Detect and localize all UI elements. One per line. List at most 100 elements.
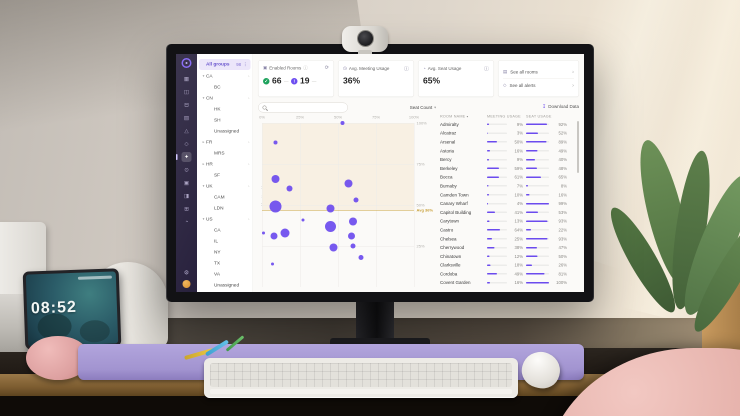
tree-item-va[interactable]: VA [214, 271, 220, 278]
settings-gear-icon[interactable]: ⚙ [183, 269, 190, 276]
nav-rooms-icon[interactable]: ◫ [183, 89, 190, 95]
col-seat-usage[interactable]: SEAT USAGE [526, 113, 552, 119]
table-row[interactable]: Alcatraz 3% 52% [440, 130, 567, 136]
nav-people-icon[interactable]: ◨ [183, 193, 190, 199]
room-search[interactable] [258, 102, 348, 113]
room-bubble[interactable] [358, 254, 364, 260]
keyboard-spacebar-row [210, 389, 512, 394]
table-row[interactable]: Covent Garden 16% 100% [440, 280, 567, 286]
sync-logo-icon[interactable] [181, 58, 192, 68]
x-tick-label: 100% [408, 115, 420, 120]
table-row[interactable]: Canary Wharf 4% 99% [440, 201, 567, 207]
table-row[interactable]: Cordoba 49% 81% [440, 271, 567, 277]
nav-updates-icon[interactable]: △ [184, 128, 189, 134]
x-tick-label: 75% [371, 115, 381, 120]
tree-item-unassigned[interactable]: Unassigned [214, 282, 240, 289]
table-scrollbar[interactable] [577, 121, 579, 173]
tree-item-uk[interactable]: ▾ UK › [202, 183, 250, 190]
tree-item-ldn[interactable]: LDN [214, 205, 224, 212]
room-bubble[interactable] [273, 140, 278, 145]
room-bubble[interactable] [344, 179, 353, 188]
room-bubble[interactable] [353, 197, 359, 203]
room-bubble[interactable] [350, 243, 356, 249]
nav-home-icon[interactable]: ▦ [183, 76, 190, 82]
room-bubble[interactable] [324, 220, 336, 232]
col-meeting-usage[interactable]: MEETING USAGE [487, 113, 521, 119]
tree-item-cam[interactable]: CAM [214, 194, 225, 201]
nav-rail: ▦ ◫ ⊟ ▤ △ ◇ ✦ ⊙ ▣ ◨ ⊞ ◔ ⚙ [176, 54, 197, 292]
tree-item-ca[interactable]: ▾ CA › [202, 73, 250, 80]
tree-item-fr[interactable]: ▸ FR › [202, 139, 250, 146]
tablet-clock: 08:52 [30, 298, 78, 318]
tree-item-il[interactable]: IL [214, 238, 218, 245]
room-bubble[interactable] [348, 232, 356, 240]
tree-item-cn[interactable]: ▾ CN › [202, 95, 250, 102]
room-bubble[interactable] [280, 228, 290, 238]
quick-link-rooms[interactable]: ▤ See all rooms › [503, 65, 574, 78]
table-row[interactable]: Castro 64% 22% [440, 227, 567, 233]
tree-item-tx[interactable]: TX [214, 260, 221, 267]
tree-item-hr[interactable]: ▸ HR › [202, 161, 250, 168]
room-bubble[interactable] [329, 243, 338, 252]
nav-help-icon[interactable]: ◔ [184, 219, 189, 225]
table-row[interactable]: Chinatown 12% 50% [440, 253, 567, 259]
table-row[interactable]: Admiralty 9% 92% [440, 121, 567, 127]
search-input[interactable] [269, 104, 344, 111]
table-body: Admiralty 9% 92% Alcatraz 3% 52% Arsenal 50% 89%… [440, 120, 579, 292]
nav-apps-icon[interactable]: ⊞ [184, 206, 189, 212]
nav-inventory-icon[interactable]: ▤ [183, 115, 190, 121]
card-title: Avg. Meeting Usage [348, 65, 390, 71]
table-row[interactable]: Bocca 61% 65% [440, 174, 567, 180]
room-bubble[interactable] [301, 218, 305, 222]
table-row[interactable]: Capitol Building 41% 53% [440, 209, 567, 215]
nav-usage-icon[interactable]: ⊙ [184, 167, 189, 173]
nav-alerts-icon[interactable]: ◇ [184, 141, 189, 147]
room-bubble[interactable] [262, 231, 266, 235]
tree-item-us[interactable]: ▾ US › [202, 216, 250, 223]
info-icon[interactable]: ⓘ [404, 66, 409, 73]
tree-item-hk[interactable]: HK [214, 106, 221, 113]
room-bubble[interactable] [271, 262, 275, 266]
user-avatar[interactable] [182, 280, 191, 288]
room-bubble[interactable] [271, 174, 280, 183]
col-room-name[interactable]: ROOM NAME ▾ [440, 113, 469, 119]
info-icon[interactable]: ⓘ [484, 66, 489, 73]
enabled-rooms-card: ▣ Enabled Rooms ⓘ ⟳ ✓ 66 — ! 19 — [258, 60, 334, 97]
download-data-button[interactable]: ↧ Download Data [542, 104, 579, 110]
table-row[interactable]: Bercy 9% 40% [440, 157, 567, 163]
keyboard[interactable] [204, 358, 518, 398]
table-row[interactable]: Cherrywood 38% 47% [440, 245, 567, 251]
quick-link-alerts[interactable]: ◇ See all alerts › [503, 79, 574, 92]
table-row[interactable]: Chelsea 25% 93% [440, 236, 567, 242]
meeting-card-icon: ◷ [343, 65, 347, 71]
table-row[interactable]: Camden Town 10% 16% [440, 192, 567, 198]
room-bubble[interactable] [286, 185, 293, 192]
nav-meetings-icon[interactable]: ⊟ [184, 102, 189, 108]
tree-item-sf[interactable]: SF [214, 172, 221, 179]
tree-item-unassigned[interactable]: Unassigned [214, 128, 240, 135]
room-bubble[interactable] [269, 200, 282, 213]
nav-insights-icon[interactable]: ✦ [176, 152, 192, 162]
table-row[interactable]: Carytown 13% 93% [440, 218, 567, 224]
table-row[interactable]: Arsenal 50% 89% [440, 139, 567, 145]
keyboard-keys [210, 363, 512, 387]
tree-item-bc[interactable]: BC [214, 84, 221, 91]
tree-item-ny[interactable]: NY [214, 249, 221, 256]
seat-card-icon: ◔ [423, 65, 426, 71]
room-bubble[interactable] [349, 217, 358, 226]
table-row[interactable]: Clarksville 18% 26% [440, 262, 567, 268]
table-row[interactable]: Burnaby 7% 8% [440, 183, 567, 189]
nav-devices-icon[interactable]: ▣ [183, 180, 190, 186]
table-row[interactable]: Berkeley 59% 48% [440, 165, 567, 171]
tree-item-mrs[interactable]: MRS [214, 150, 225, 157]
table-row[interactable]: Astoria 16% 49% [440, 148, 567, 154]
info-icon[interactable]: ⓘ [303, 65, 308, 71]
room-bubble[interactable] [270, 232, 278, 240]
bubble-size-dropdown[interactable]: Seat Count ▾ [410, 105, 436, 110]
tree-item-ca[interactable]: CA [214, 227, 221, 234]
room-bubble[interactable] [340, 121, 345, 125]
tree-item-sh[interactable]: SH [214, 117, 221, 124]
tree-item-all-groups[interactable]: All groups 98 ⋮ [199, 59, 251, 70]
room-bubble[interactable] [326, 204, 335, 213]
refresh-icon[interactable]: ⟳ [324, 65, 329, 71]
